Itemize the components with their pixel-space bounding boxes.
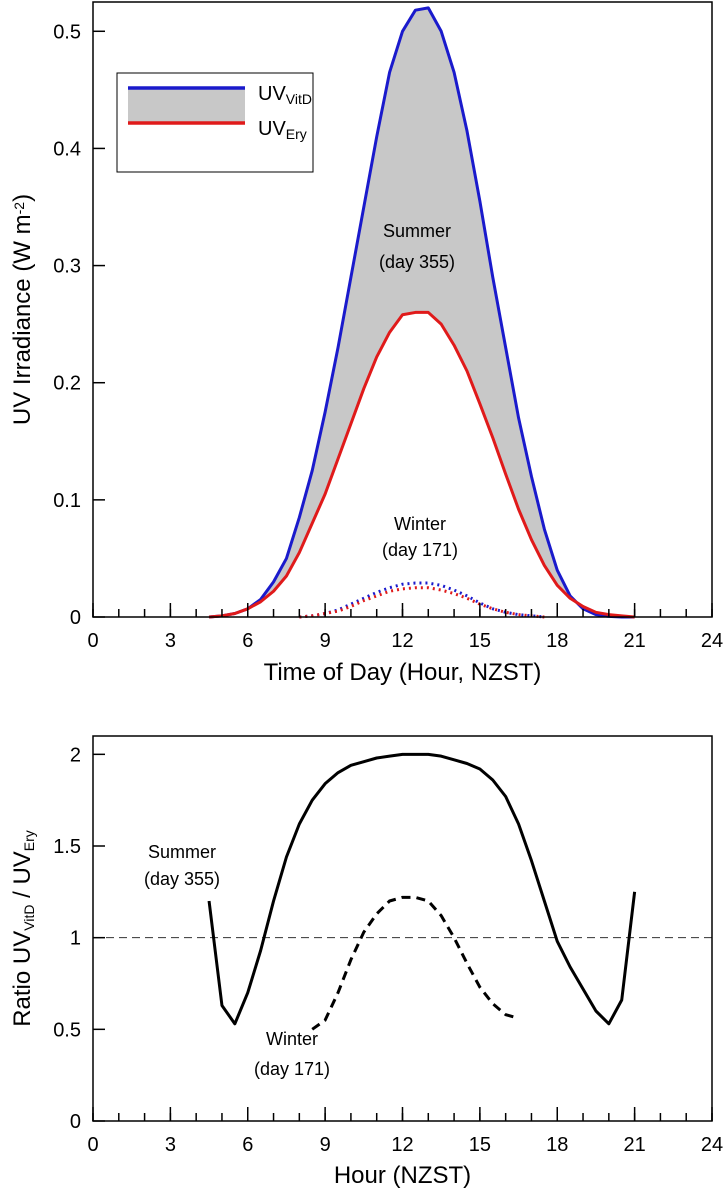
y-axis-label-part: Ratio UV — [9, 931, 36, 1027]
legend-label: UVVitD — [258, 83, 312, 107]
x-tick-label: 15 — [469, 630, 491, 652]
legend-label-main: UV — [258, 83, 286, 105]
annotation: (day 171) — [254, 1059, 330, 1079]
y-tick-label: 1 — [70, 928, 81, 950]
y-axis-label-part: VitD — [21, 905, 37, 931]
legend-label-main: UV — [258, 118, 286, 140]
x-tick-label: 9 — [320, 1134, 331, 1156]
series-line — [208, 310, 635, 619]
series-line — [208, 6, 635, 619]
x-axis-label: Time of Day (Hour, NZST) — [264, 659, 542, 686]
y-tick-label: 2 — [70, 744, 81, 766]
x-tick-label: 24 — [701, 630, 723, 652]
series-line — [299, 586, 545, 619]
legend-label: UVEry — [258, 118, 307, 142]
x-tick-label: 0 — [87, 1134, 98, 1156]
x-tick-label: 3 — [165, 630, 176, 652]
plot-frame — [92, 735, 713, 1122]
y-tick-label: 0 — [70, 607, 81, 629]
y-tick-label: 0.2 — [53, 373, 81, 395]
x-tick-label: 0 — [87, 630, 98, 652]
y-tick-label: 1.5 — [53, 836, 81, 858]
annotation: Summer — [148, 842, 216, 862]
y-tick-label: 0.1 — [53, 490, 81, 512]
y-tick-label: 0.5 — [53, 1019, 81, 1041]
x-tick-label: 18 — [546, 630, 568, 652]
y-axis-label: Ratio UVVitD / UVEry — [9, 830, 37, 1027]
legend-label-sub: VitD — [286, 91, 312, 107]
annotation: Summer — [383, 221, 451, 241]
y-tick-label: 0.3 — [53, 256, 81, 278]
x-tick-label: 21 — [624, 1134, 646, 1156]
y-tick-label: 0.5 — [53, 21, 81, 43]
x-tick-label: 6 — [242, 630, 253, 652]
x-tick-label: 3 — [165, 1134, 176, 1156]
y-tick-label: 0.4 — [53, 138, 81, 160]
x-tick-label: 21 — [624, 630, 646, 652]
x-tick-label: 12 — [391, 630, 413, 652]
y-axis-label-part: UV Irradiance (W m — [9, 214, 36, 425]
y-axis-label-part: / UV — [9, 851, 36, 904]
x-tick-label: 15 — [469, 1134, 491, 1156]
annotation: (day 355) — [379, 252, 455, 272]
annotation: Winter — [394, 514, 446, 534]
y-axis-label-part: -2 — [11, 202, 27, 215]
x-tick-label: 6 — [242, 1134, 253, 1156]
y-tick-label: 0 — [70, 1111, 81, 1133]
x-tick-label: 9 — [320, 630, 331, 652]
y-axis-label-part: Ery — [21, 830, 37, 851]
x-axis-label: Hour (NZST) — [334, 1162, 471, 1189]
y-axis-label: UV Irradiance (W m-2) — [9, 194, 36, 425]
legend-label-sub: Ery — [286, 126, 307, 142]
series-line — [311, 895, 519, 1031]
x-tick-label: 24 — [701, 1134, 723, 1156]
x-tick-label: 18 — [546, 1134, 568, 1156]
annotation: (day 171) — [382, 540, 458, 560]
annotation: (day 355) — [144, 869, 220, 889]
y-axis-label-part: ) — [9, 194, 36, 202]
annotation: Winter — [266, 1029, 318, 1049]
x-tick-label: 12 — [391, 1134, 413, 1156]
legend-fill-swatch — [128, 88, 245, 123]
series-line — [207, 752, 637, 1026]
